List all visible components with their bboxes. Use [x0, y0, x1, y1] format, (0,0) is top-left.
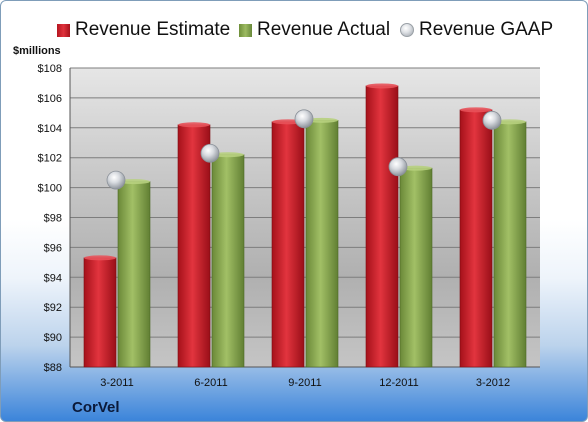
legend-label-revenue-estimate: Revenue Estimate [75, 19, 231, 40]
bar-top-revenue-actual [306, 117, 338, 123]
y-tick-label: $106 [38, 93, 62, 105]
bar-top-revenue-actual [494, 119, 526, 125]
legend-swatch-revenue-actual [239, 23, 252, 37]
y-tick-label: $92 [44, 302, 62, 314]
marker-revenue-gaap [294, 109, 314, 129]
y-tick-label: $88 [44, 362, 62, 374]
bar-top-revenue-estimate [460, 107, 492, 113]
legend-label-revenue-gaap: Revenue GAAP [419, 19, 554, 40]
x-tick-label: 3-2011 [100, 377, 133, 389]
legend-marker-revenue-gaap [400, 23, 414, 37]
bar-revenue-estimate [271, 121, 305, 368]
legend-swatch-revenue-estimate [57, 23, 70, 37]
bar-top-revenue-estimate [84, 255, 116, 261]
bar-revenue-actual [211, 154, 245, 368]
bar-top-revenue-actual [118, 179, 150, 185]
bar-revenue-actual [399, 167, 433, 368]
legend-label-revenue-actual: Revenue Actual [257, 19, 391, 40]
bar-revenue-estimate [83, 257, 117, 368]
x-tick-label: 6-2011 [194, 377, 227, 389]
x-tick-label: 3-2012 [476, 377, 510, 389]
y-axis-unit-label: $millions [13, 45, 61, 57]
legend-item-revenue-gaap: Revenue GAAP [400, 18, 553, 42]
bar-top-revenue-estimate [178, 122, 210, 128]
company-name: CorVel [72, 399, 120, 416]
bar-revenue-actual [493, 121, 527, 368]
y-tick-label: $96 [44, 242, 62, 254]
x-tick-label: 12-2011 [379, 377, 419, 389]
marker-revenue-gaap [388, 157, 408, 177]
bar-revenue-estimate [177, 124, 211, 368]
legend-item-revenue-actual: Revenue Actual [239, 18, 390, 42]
bar-revenue-actual [117, 181, 151, 368]
y-tick-label: $90 [44, 332, 62, 344]
y-tick-label: $108 [38, 63, 62, 75]
bar-revenue-estimate [459, 109, 493, 368]
bar-top-revenue-estimate [366, 83, 398, 89]
bar-top-revenue-actual [400, 165, 432, 171]
x-tick-label: 9-2011 [288, 377, 321, 389]
y-tick-label: $102 [38, 153, 62, 165]
legend-item-revenue-estimate: Revenue Estimate [57, 18, 230, 42]
marker-revenue-gaap [106, 170, 126, 190]
y-tick-label: $100 [38, 183, 62, 195]
legend: Revenue Estimate Revenue Actual Revenue … [1, 18, 587, 42]
bar-revenue-estimate [365, 85, 399, 368]
marker-revenue-gaap [482, 110, 502, 130]
bar-revenue-actual [305, 120, 339, 368]
y-tick-label: $98 [44, 213, 62, 225]
marker-revenue-gaap [200, 143, 220, 163]
bar-top-revenue-actual [212, 152, 244, 158]
y-tick-label: $94 [44, 272, 62, 284]
y-tick-label: $104 [38, 123, 62, 135]
